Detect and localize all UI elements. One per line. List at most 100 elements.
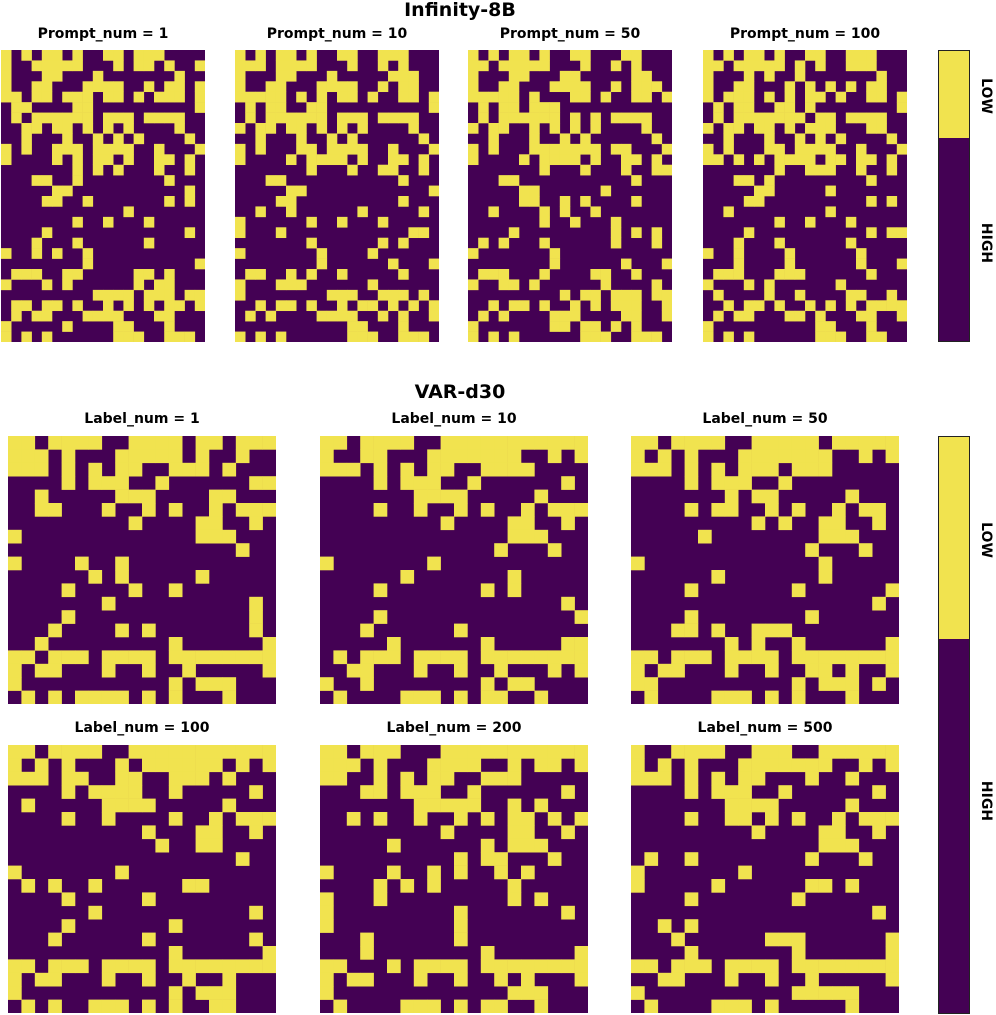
heatmap-cell-low xyxy=(337,154,348,166)
heatmap-cell-low xyxy=(507,583,522,598)
heatmap-cell-low xyxy=(1,279,12,291)
heatmap-cell-low xyxy=(521,436,535,450)
heatmap-cell-low xyxy=(286,112,297,124)
heatmap-cell-low xyxy=(454,663,468,678)
heatmap-cell-low xyxy=(684,745,699,759)
heatmap-cell-low xyxy=(580,164,591,176)
heatmap-cell-low xyxy=(521,677,535,691)
heatmap-cell-low xyxy=(818,986,833,1000)
heatmap-cell-low xyxy=(133,331,145,342)
heatmap-cell-low xyxy=(101,650,116,665)
heatmap-cell-low xyxy=(440,798,455,813)
heatmap-cell-low xyxy=(8,663,22,678)
heatmap-cell-low xyxy=(818,529,833,544)
heatmap-cell-low xyxy=(320,771,334,786)
heatmap-cell-low xyxy=(480,771,495,786)
heatmap-cell-low xyxy=(408,81,419,93)
heatmap-cell-low xyxy=(574,449,588,464)
heatmap-cell-low xyxy=(885,449,899,464)
heatmap-cell-low xyxy=(751,516,766,531)
heatmap-cell-low xyxy=(92,164,104,176)
heatmap-cell-low xyxy=(142,972,156,987)
heatmap-cell-low xyxy=(832,959,846,974)
heatmap-cell-low xyxy=(529,102,540,113)
heatmap-cell-low xyxy=(743,196,755,207)
heatmap-cell-low xyxy=(754,123,765,134)
heatmap-cell-low xyxy=(346,812,361,826)
heatmap-cell-low xyxy=(631,60,642,72)
heatmap-cell-low xyxy=(561,436,575,450)
heatmap-cell-low xyxy=(82,248,94,259)
heatmap-cell-low xyxy=(235,289,246,301)
heatmap-cell-low xyxy=(440,959,455,974)
heatmap-cell-low xyxy=(249,959,263,974)
heatmap-cell-low xyxy=(651,237,663,249)
heatmap-cell-low xyxy=(896,143,907,155)
heatmap-cell-low xyxy=(413,663,428,678)
heatmap-cell-low xyxy=(346,663,361,678)
heatmap-cell-low xyxy=(815,331,826,342)
heatmap-cell-low xyxy=(723,50,734,61)
heatmap-cell-low xyxy=(621,310,632,322)
heatmap-cell-low xyxy=(559,133,571,145)
heatmap-cell-low xyxy=(794,310,806,322)
heatmap-cell-low xyxy=(275,175,287,186)
section-title-var: VAR-d30 xyxy=(414,381,506,403)
heatmap-cell-low xyxy=(580,133,591,145)
heatmap-cell-low xyxy=(316,248,328,259)
heatmap-cell-low xyxy=(547,852,562,866)
heatmap-cell-low xyxy=(184,289,196,301)
heatmap-cell-low xyxy=(155,449,170,464)
heatmap-cell-low xyxy=(408,70,419,82)
heatmap-cell-low xyxy=(866,123,877,134)
heatmap-cell-low xyxy=(1,143,12,155)
heatmap-cell-low xyxy=(818,449,833,464)
heatmap-cell-low xyxy=(872,677,886,691)
heatmap-cell-low xyxy=(427,798,441,813)
heatmap-cell-low xyxy=(168,650,183,665)
heatmap-cell-low xyxy=(600,331,612,342)
heatmap-cell-low xyxy=(549,123,561,134)
heatmap-cell-low xyxy=(651,227,663,239)
heatmap-cell-low xyxy=(778,745,793,759)
heatmap-cell-low xyxy=(1,50,12,61)
heatmap-cell-low xyxy=(388,154,399,166)
heatmap-cell-low xyxy=(360,972,374,987)
heatmap-cell-low xyxy=(320,986,334,1000)
heatmap-cell-low xyxy=(182,650,196,665)
heatmap-cell-low xyxy=(347,112,358,124)
heatmap-cell-low xyxy=(671,663,685,678)
heatmap-cell-low xyxy=(508,300,520,312)
heatmap-cell-low xyxy=(805,143,816,155)
heatmap-cell-low xyxy=(580,196,591,207)
heatmap-cell-low xyxy=(590,154,601,166)
heatmap-cell-low xyxy=(866,60,877,72)
heatmap-cell-low xyxy=(574,610,588,624)
heatmap-cell-low xyxy=(498,91,510,103)
heatmap-cell-low xyxy=(347,60,358,72)
heatmap-cell-low xyxy=(360,946,374,960)
heatmap-cell-low xyxy=(373,436,388,450)
heatmap-cell-low xyxy=(142,745,156,759)
heatmap-cell-low xyxy=(367,91,379,103)
heatmap-cell-low xyxy=(818,516,833,531)
heatmap-cell-low xyxy=(856,143,867,155)
heatmap-cell-low xyxy=(235,227,246,239)
heatmap-cell-low xyxy=(286,196,297,207)
heatmap-cell-low xyxy=(751,489,766,504)
heatmap-cell-low xyxy=(885,745,899,759)
heatmap-cell-low xyxy=(529,143,540,155)
heatmap-cell-low xyxy=(41,60,53,72)
heatmap-cell-low xyxy=(101,798,116,813)
heatmap-cell-low xyxy=(454,905,468,920)
heatmap-cell-low xyxy=(235,123,246,134)
heatmap-cell-low xyxy=(387,865,401,880)
heatmap-cell-low xyxy=(195,959,210,974)
heatmap-cell-low xyxy=(174,70,185,82)
heatmap-cell-low xyxy=(275,60,287,72)
heatmap-cell-low xyxy=(521,865,535,880)
heatmap-cell-low xyxy=(561,637,575,651)
heatmap-cell-low xyxy=(534,986,549,1000)
heatmap-cell-low xyxy=(101,999,116,1013)
heatmap-cell-low xyxy=(534,745,549,759)
